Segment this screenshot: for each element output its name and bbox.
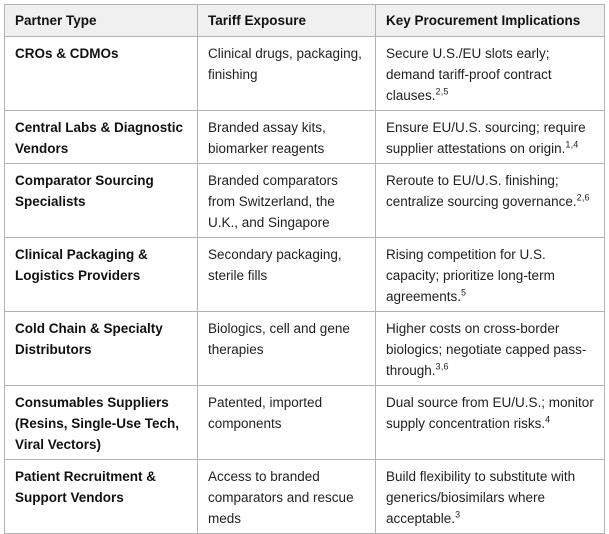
cell-implication: Build flexibility to substitute with gen… bbox=[375, 459, 605, 534]
implication-text: Build flexibility to substitute with gen… bbox=[386, 469, 576, 526]
column-header-tariff-exposure: Tariff Exposure bbox=[197, 4, 376, 37]
cell-implication: Ensure EU/U.S. sourcing; require supplie… bbox=[375, 110, 605, 164]
table-row: Cold Chain & Specialty Distributors Biol… bbox=[4, 311, 605, 386]
cell-implication: Reroute to EU/U.S. finishing; centralize… bbox=[375, 163, 605, 238]
cell-partner-type: Comparator Sourcing Specialists bbox=[4, 163, 198, 238]
cell-partner-type: Central Labs & Diagnostic Vendors bbox=[4, 110, 198, 164]
table-row: CROs & CDMOs Clinical drugs, packaging, … bbox=[4, 36, 605, 111]
footnote-ref: 3 bbox=[455, 509, 461, 520]
cell-partner-type: Cold Chain & Specialty Distributors bbox=[4, 311, 198, 386]
table-row: Comparator Sourcing Specialists Branded … bbox=[4, 163, 605, 238]
cell-tariff-exposure: Biologics, cell and gene therapies bbox=[197, 311, 376, 386]
cell-tariff-exposure: Access to branded comparators and rescue… bbox=[197, 459, 376, 534]
cell-partner-type: Patient Recruitment & Support Vendors bbox=[4, 459, 198, 534]
table-row: Central Labs & Diagnostic Vendors Brande… bbox=[4, 110, 605, 164]
implication-text: Ensure EU/U.S. sourcing; require supplie… bbox=[386, 120, 586, 156]
cell-partner-type: CROs & CDMOs bbox=[4, 36, 198, 111]
footnote-ref: 4 bbox=[545, 414, 551, 425]
footnote-ref: 5 bbox=[461, 287, 467, 298]
cell-partner-type: Consumables Suppliers (Resins, Single-Us… bbox=[4, 385, 198, 460]
cell-tariff-exposure: Patented, imported components bbox=[197, 385, 376, 460]
cell-tariff-exposure: Branded assay kits, biomarker reagents bbox=[197, 110, 376, 164]
cell-tariff-exposure: Secondary packaging, sterile fills bbox=[197, 237, 376, 312]
cell-implication: Rising competition for U.S. capacity; pr… bbox=[375, 237, 605, 312]
implication-text: Secure U.S./EU slots early; demand tarif… bbox=[386, 46, 552, 103]
implication-text: Higher costs on cross-border biologics; … bbox=[386, 321, 587, 378]
cell-implication: Dual source from EU/U.S.; monitor supply… bbox=[375, 385, 605, 460]
footnote-ref: 3,6 bbox=[435, 361, 449, 372]
implication-text: Reroute to EU/U.S. finishing; centralize… bbox=[386, 173, 577, 209]
column-header-implications: Key Procurement Implications bbox=[375, 4, 605, 37]
footnote-ref: 2,5 bbox=[435, 86, 449, 97]
table-header-row: Partner Type Tariff Exposure Key Procure… bbox=[4, 4, 605, 37]
table-row: Consumables Suppliers (Resins, Single-Us… bbox=[4, 385, 605, 460]
footnote-ref: 1,4 bbox=[565, 139, 579, 150]
column-header-partner-type: Partner Type bbox=[4, 4, 198, 37]
footnote-ref: 2,6 bbox=[576, 192, 590, 203]
table-row: Patient Recruitment & Support Vendors Ac… bbox=[4, 459, 605, 534]
cell-partner-type: Clinical Packaging & Logistics Providers bbox=[4, 237, 198, 312]
implication-text: Dual source from EU/U.S.; monitor supply… bbox=[386, 395, 594, 431]
cell-implication: Secure U.S./EU slots early; demand tarif… bbox=[375, 36, 605, 111]
cell-tariff-exposure: Branded comparators from Switzerland, th… bbox=[197, 163, 376, 238]
cell-implication: Higher costs on cross-border biologics; … bbox=[375, 311, 605, 386]
table-row: Clinical Packaging & Logistics Providers… bbox=[4, 237, 605, 312]
implication-text: Rising competition for U.S. capacity; pr… bbox=[386, 247, 555, 304]
partner-tariff-table: Partner Type Tariff Exposure Key Procure… bbox=[4, 4, 605, 534]
cell-tariff-exposure: Clinical drugs, packaging, finishing bbox=[197, 36, 376, 111]
